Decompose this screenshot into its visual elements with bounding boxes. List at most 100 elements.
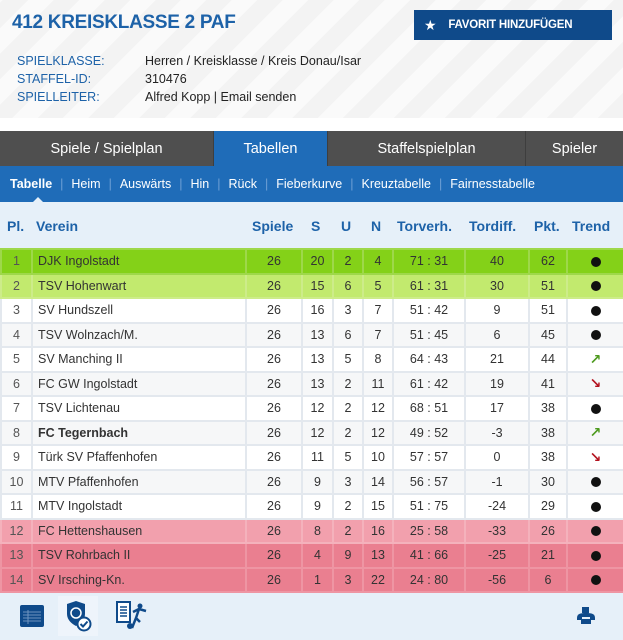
cell-n: 12 bbox=[362, 395, 394, 422]
subtab-tabelle[interactable]: Tabelle bbox=[10, 177, 53, 203]
cell-u: 2 bbox=[332, 517, 364, 544]
separator: | bbox=[264, 177, 269, 191]
table-row[interactable]: 5 SV Manching II 26 13 5 8 64 : 43 21 44 ↗ bbox=[0, 346, 623, 373]
add-favorite-button[interactable]: ★ FAVORIT HINZUFÜGEN bbox=[414, 10, 612, 40]
cell-team[interactable]: Türk SV Pfaffenhofen bbox=[31, 444, 247, 471]
cell-team[interactable]: FC Hettenshausen bbox=[31, 517, 247, 544]
send-email-link[interactable]: Email senden bbox=[220, 90, 297, 104]
cell-trend: ↘ bbox=[566, 370, 623, 397]
table-row[interactable]: 2 TSV Hohenwart 26 15 6 5 61 : 31 30 51 bbox=[0, 272, 623, 299]
cell-spiele: 26 bbox=[245, 542, 303, 569]
table-row[interactable]: 11 MTV Ingolstadt 26 9 2 15 51 : 75 -24 29 bbox=[0, 493, 623, 520]
cell-n: 13 bbox=[362, 542, 394, 569]
tab-tabellen[interactable]: Tabellen bbox=[214, 131, 328, 166]
table-view-button[interactable] bbox=[12, 596, 52, 636]
cell-s: 8 bbox=[301, 517, 334, 544]
cell-s: 13 bbox=[301, 321, 334, 348]
cell-tore: 56 : 57 bbox=[392, 468, 466, 495]
cell-tore: 25 : 58 bbox=[392, 517, 466, 544]
spielleiter-name: Alfred Kopp bbox=[145, 90, 211, 104]
cell-spiele: 26 bbox=[245, 566, 303, 593]
player-report-button[interactable] bbox=[112, 596, 152, 636]
cell-team[interactable]: TSV Rohrbach II bbox=[31, 542, 247, 569]
trend-same-icon bbox=[590, 305, 601, 316]
subtab-heim[interactable]: Heim bbox=[71, 177, 101, 191]
cell-tore: 51 : 42 bbox=[392, 297, 466, 324]
cell-diff: 17 bbox=[464, 395, 530, 422]
table-row[interactable]: 14 SV Irsching-Kn. 26 1 3 22 24 : 80 -56 6 bbox=[0, 566, 623, 593]
table-row[interactable]: 7 TSV Lichtenau 26 12 2 12 68 : 51 17 38 bbox=[0, 395, 623, 422]
cell-u: 6 bbox=[332, 321, 364, 348]
print-button[interactable] bbox=[566, 596, 606, 636]
cell-team[interactable]: MTV Pfaffenhofen bbox=[31, 468, 247, 495]
table-row[interactable]: 8 FC Tegernbach 26 12 2 12 49 : 52 -3 38 ↗ bbox=[0, 419, 623, 446]
cell-s: 16 bbox=[301, 297, 334, 324]
col-u: U bbox=[341, 218, 352, 234]
cell-u: 6 bbox=[332, 272, 364, 299]
cell-pl: 7 bbox=[0, 395, 33, 422]
info-row-spielklasse: SPIELKLASSE: Herren / Kreisklasse / Krei… bbox=[17, 52, 361, 70]
cell-s: 11 bbox=[301, 444, 334, 471]
cell-n: 5 bbox=[362, 272, 394, 299]
cell-n: 22 bbox=[362, 566, 394, 593]
cell-u: 5 bbox=[332, 444, 364, 471]
cell-n: 8 bbox=[362, 346, 394, 373]
table-row[interactable]: 1 DJK Ingolstadt 26 20 2 4 71 : 31 40 62 bbox=[0, 248, 623, 275]
cell-pkt: 45 bbox=[528, 321, 568, 348]
subtab-fieberkurve[interactable]: Fieberkurve bbox=[276, 177, 343, 191]
tab-staffelspielplan[interactable]: Staffelspielplan bbox=[328, 131, 526, 166]
cell-u: 2 bbox=[332, 370, 364, 397]
print-icon bbox=[577, 607, 595, 624]
col-verein: Verein bbox=[36, 218, 79, 234]
table-row[interactable]: 12 FC Hettenshausen 26 8 2 16 25 : 58 -33 26 bbox=[0, 517, 623, 544]
info-value: 310476 bbox=[145, 72, 187, 86]
table-row[interactable]: 13 TSV Rohrbach II 26 4 9 13 41 : 66 -25 21 bbox=[0, 542, 623, 569]
table-row[interactable]: 10 MTV Pfaffenhofen 26 9 3 14 56 : 57 -1 30 bbox=[0, 468, 623, 495]
cell-team[interactable]: SV Hundszell bbox=[31, 297, 247, 324]
cell-trend bbox=[566, 566, 623, 593]
cell-diff: 6 bbox=[464, 321, 530, 348]
cell-team[interactable]: TSV Lichtenau bbox=[31, 395, 247, 422]
cell-spiele: 26 bbox=[245, 395, 303, 422]
info-label: STAFFEL-ID: bbox=[17, 72, 92, 86]
separator: | bbox=[60, 177, 64, 191]
table-row[interactable]: 4 TSV Wolnzach/M. 26 13 6 7 51 : 45 6 45 bbox=[0, 321, 623, 348]
cell-pl: 8 bbox=[0, 419, 33, 446]
table-row[interactable]: 9 Türk SV Pfaffenhofen 26 11 5 10 57 : 57 0 38 ↘ bbox=[0, 444, 623, 471]
fairplay-button[interactable] bbox=[58, 596, 98, 636]
info-value: Alfred Kopp | Email senden bbox=[145, 90, 297, 104]
cell-spiele: 26 bbox=[245, 346, 303, 373]
subtab-hin[interactable]: Hin bbox=[190, 177, 210, 191]
cell-team[interactable]: MTV Ingolstadt bbox=[31, 493, 247, 520]
subtab-fairnesstabelle[interactable]: Fairnesstabelle bbox=[450, 177, 535, 191]
cell-tore: 61 : 31 bbox=[392, 272, 466, 299]
tab-spiele-spielplan[interactable]: Spiele / Spielplan bbox=[0, 131, 214, 166]
cell-team[interactable]: SV Manching II bbox=[31, 346, 247, 373]
cell-n: 4 bbox=[362, 248, 394, 275]
subtab-rueck[interactable]: Rück bbox=[228, 177, 257, 191]
table-row[interactable]: 6 FC GW Ingolstadt 26 13 2 11 61 : 42 19 41 ↘ bbox=[0, 370, 623, 397]
cell-pkt: 44 bbox=[528, 346, 568, 373]
cell-pl: 5 bbox=[0, 346, 33, 373]
league-header: 412 KREISKLASSE 2 PAF ★ FAVORIT HINZUFÜG… bbox=[0, 0, 623, 118]
cell-u: 3 bbox=[332, 566, 364, 593]
table-row[interactable]: 3 SV Hundszell 26 16 3 7 51 : 42 9 51 bbox=[0, 297, 623, 324]
cell-team[interactable]: SV Irsching-Kn. bbox=[31, 566, 247, 593]
subtab-kreuztabelle[interactable]: Kreuztabelle bbox=[361, 177, 431, 191]
add-favorite-label: FAVORIT HINZUFÜGEN bbox=[448, 19, 573, 31]
table-header: Pl. Verein Spiele S U N Torverh. Tordiff… bbox=[0, 218, 623, 238]
cell-team[interactable]: FC GW Ingolstadt bbox=[31, 370, 247, 397]
cell-pkt: 51 bbox=[528, 297, 568, 324]
cell-team[interactable]: TSV Wolnzach/M. bbox=[31, 321, 247, 348]
cell-s: 20 bbox=[301, 248, 334, 275]
cell-s: 9 bbox=[301, 493, 334, 520]
cell-team[interactable]: DJK Ingolstadt bbox=[31, 248, 247, 275]
cell-trend: ↘ bbox=[566, 444, 623, 471]
cell-trend bbox=[566, 468, 623, 495]
cell-team[interactable]: FC Tegernbach bbox=[31, 419, 247, 446]
subtab-auswaerts[interactable]: Auswärts bbox=[119, 177, 172, 191]
cell-s: 9 bbox=[301, 468, 334, 495]
cell-team[interactable]: TSV Hohenwart bbox=[31, 272, 247, 299]
cell-pkt: 26 bbox=[528, 517, 568, 544]
tab-spieler[interactable]: Spieler bbox=[551, 140, 598, 157]
